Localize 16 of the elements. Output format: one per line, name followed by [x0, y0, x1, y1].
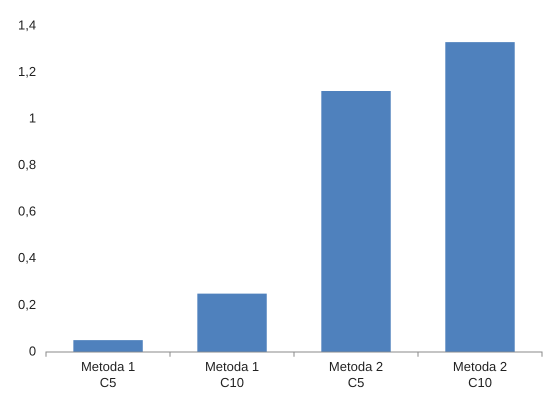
x-tick-label: Metoda 1 C5: [80, 359, 136, 390]
x-tick-label: Metoda 1 C10: [204, 359, 260, 390]
bar: [445, 42, 515, 352]
y-tick-label: 0,2: [18, 296, 36, 312]
y-tick-label: 1: [28, 110, 36, 126]
bar: [321, 91, 391, 352]
bar: [197, 294, 267, 352]
y-tick-label: 0,8: [18, 157, 36, 172]
y-tick-label: 0,6: [18, 204, 36, 219]
bar: [73, 340, 143, 352]
y-tick-label: 0,4: [18, 250, 36, 266]
y-tick-label: 0: [28, 343, 36, 358]
y-tick-label: 1,4: [18, 17, 36, 32]
x-tick-label: Metoda 2 C5: [328, 359, 384, 390]
y-tick-label: 1,2: [18, 64, 36, 79]
x-tick-label: Metoda 2 C10: [452, 359, 508, 390]
